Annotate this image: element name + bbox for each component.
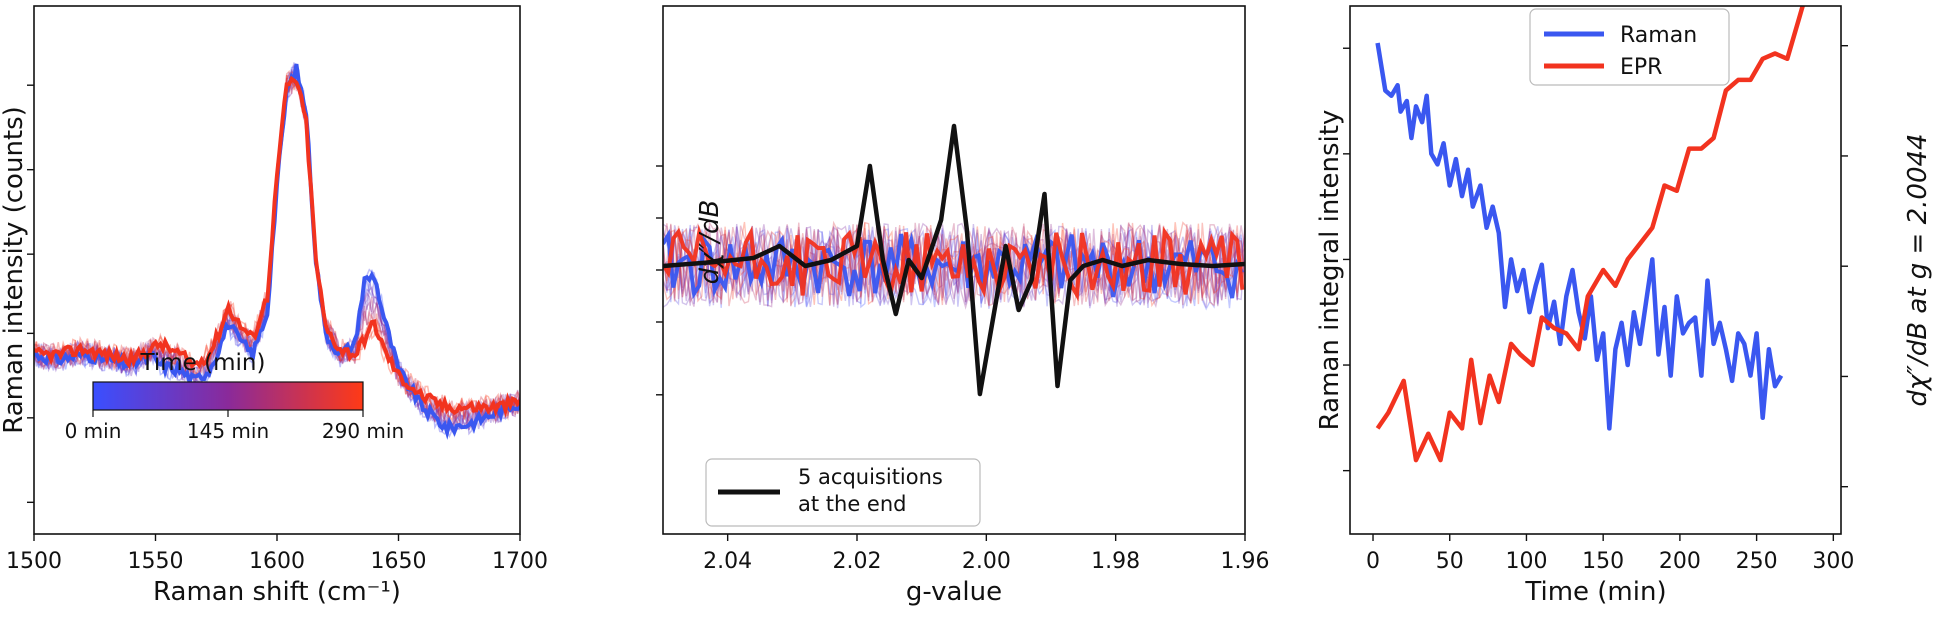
epr-trace [663, 222, 1245, 308]
epr-line-late [663, 224, 1245, 302]
y-axis-label-dchi-db: dχ″/dB [695, 200, 725, 285]
panel-epr-spectra: 2.04 2.02 2.00 1.98 1.96 g-value dχ″/dB 5 ac… [656, 5, 1270, 607]
legend-epr: 5 acquisitions at the end [705, 458, 981, 527]
raman-spectra-marks [34, 61, 520, 440]
spectrum-line-raman [34, 63, 520, 440]
x-tick-label: 1700 [492, 549, 548, 574]
time-series-line-raman [1375, 42, 1784, 431]
y-axis-label-raman-integral: Raman integral intensity [1315, 110, 1345, 431]
colorbar-title: Time (min) [140, 350, 266, 376]
spectrum-trace [34, 72, 520, 433]
x-axis-label-g-value: g-value [906, 577, 1002, 607]
epr-spectra-ticks: 2.04 2.02 2.00 1.98 1.96 [656, 165, 1270, 574]
plot-frame-raman-spectra [33, 5, 521, 535]
x-tick-label: 250 [1736, 549, 1778, 574]
spectrum-line-epr [34, 75, 520, 419]
x-axis-label-raman-shift: Raman shift (cm⁻¹) [153, 577, 401, 607]
spectrum-trace [34, 76, 520, 428]
x-tick-label: 1600 [249, 549, 305, 574]
spectrum-trace [34, 69, 520, 433]
x-tick-label: 150 [1582, 549, 1624, 574]
time-evolution-marks [1375, 6, 1805, 463]
x-tick-label: 1.98 [1091, 549, 1140, 574]
x-tick-label: 1500 [6, 549, 62, 574]
x-tick-label: 0 [1366, 549, 1380, 574]
time-series-line-epr [1375, 6, 1805, 463]
spectrum-trace [34, 64, 520, 433]
colorbar-tick-label: 290 min [322, 419, 404, 443]
epr-trace [663, 221, 1245, 308]
colorbar-tick-label: 0 min [65, 419, 122, 443]
panel-raman-spectra: 1500 1550 1600 1650 1700 Raman shift (cm⁻¹) … [0, 5, 548, 607]
spectrum-trace [34, 69, 520, 421]
x-tick-label: 1650 [371, 549, 427, 574]
x-tick-label: 1.96 [1221, 549, 1270, 574]
raman-spectra-ticks: 1500 1550 1600 1650 1700 [6, 84, 548, 574]
epr-trace [663, 223, 1245, 307]
x-tick-label: 2.00 [962, 549, 1011, 574]
spectrum-trace [34, 61, 520, 436]
plot-frame-time-evolution [1349, 5, 1842, 535]
x-tick-label: 2.04 [703, 549, 752, 574]
epr-spectra-marks [663, 123, 1245, 397]
x-tick-label: 200 [1659, 549, 1701, 574]
x-tick-label: 300 [1812, 549, 1854, 574]
epr-average-line [663, 123, 1245, 397]
y-axis-label-raman-intensity: Raman intensity (counts) [0, 106, 29, 434]
spectrum-trace [34, 75, 520, 421]
spectrum-trace [34, 66, 520, 439]
legend-label-line2: at the end [798, 492, 906, 516]
time-evolution-ticks: 0 50 100 150 200 250 300 [1343, 45, 1854, 574]
spectrum-trace [34, 63, 520, 434]
epr-trace [663, 220, 1245, 305]
spectrum-trace [34, 69, 520, 430]
x-tick-label: 1550 [128, 549, 184, 574]
colorbar-gradient [92, 381, 364, 411]
y-axis-label-right-epr: dχ″/dB at g = 2.0044 [1903, 133, 1933, 406]
legend-time: Raman EPR [1529, 8, 1730, 86]
x-axis-label-time: Time (min) [1524, 577, 1666, 607]
spectrum-trace [34, 70, 520, 427]
epr-trace [663, 224, 1245, 309]
panel-time-evolution: 0 50 100 150 200 250 300 Time (min) Raman inte… [1315, 5, 1933, 607]
x-tick-label: 100 [1505, 549, 1547, 574]
epr-trace [663, 222, 1245, 308]
legend-label-epr: EPR [1620, 55, 1662, 80]
x-tick-label: 50 [1436, 549, 1464, 574]
epr-trace [663, 224, 1245, 308]
legend-box [705, 458, 981, 527]
colorbar-tick-label: 145 min [187, 419, 269, 443]
legend-label-line1: 5 acquisitions [798, 465, 943, 489]
legend-label-raman: Raman [1620, 23, 1697, 48]
colorbar: Time (min) 0 min 145 min 290 min [65, 350, 405, 443]
x-tick-label: 2.02 [833, 549, 882, 574]
